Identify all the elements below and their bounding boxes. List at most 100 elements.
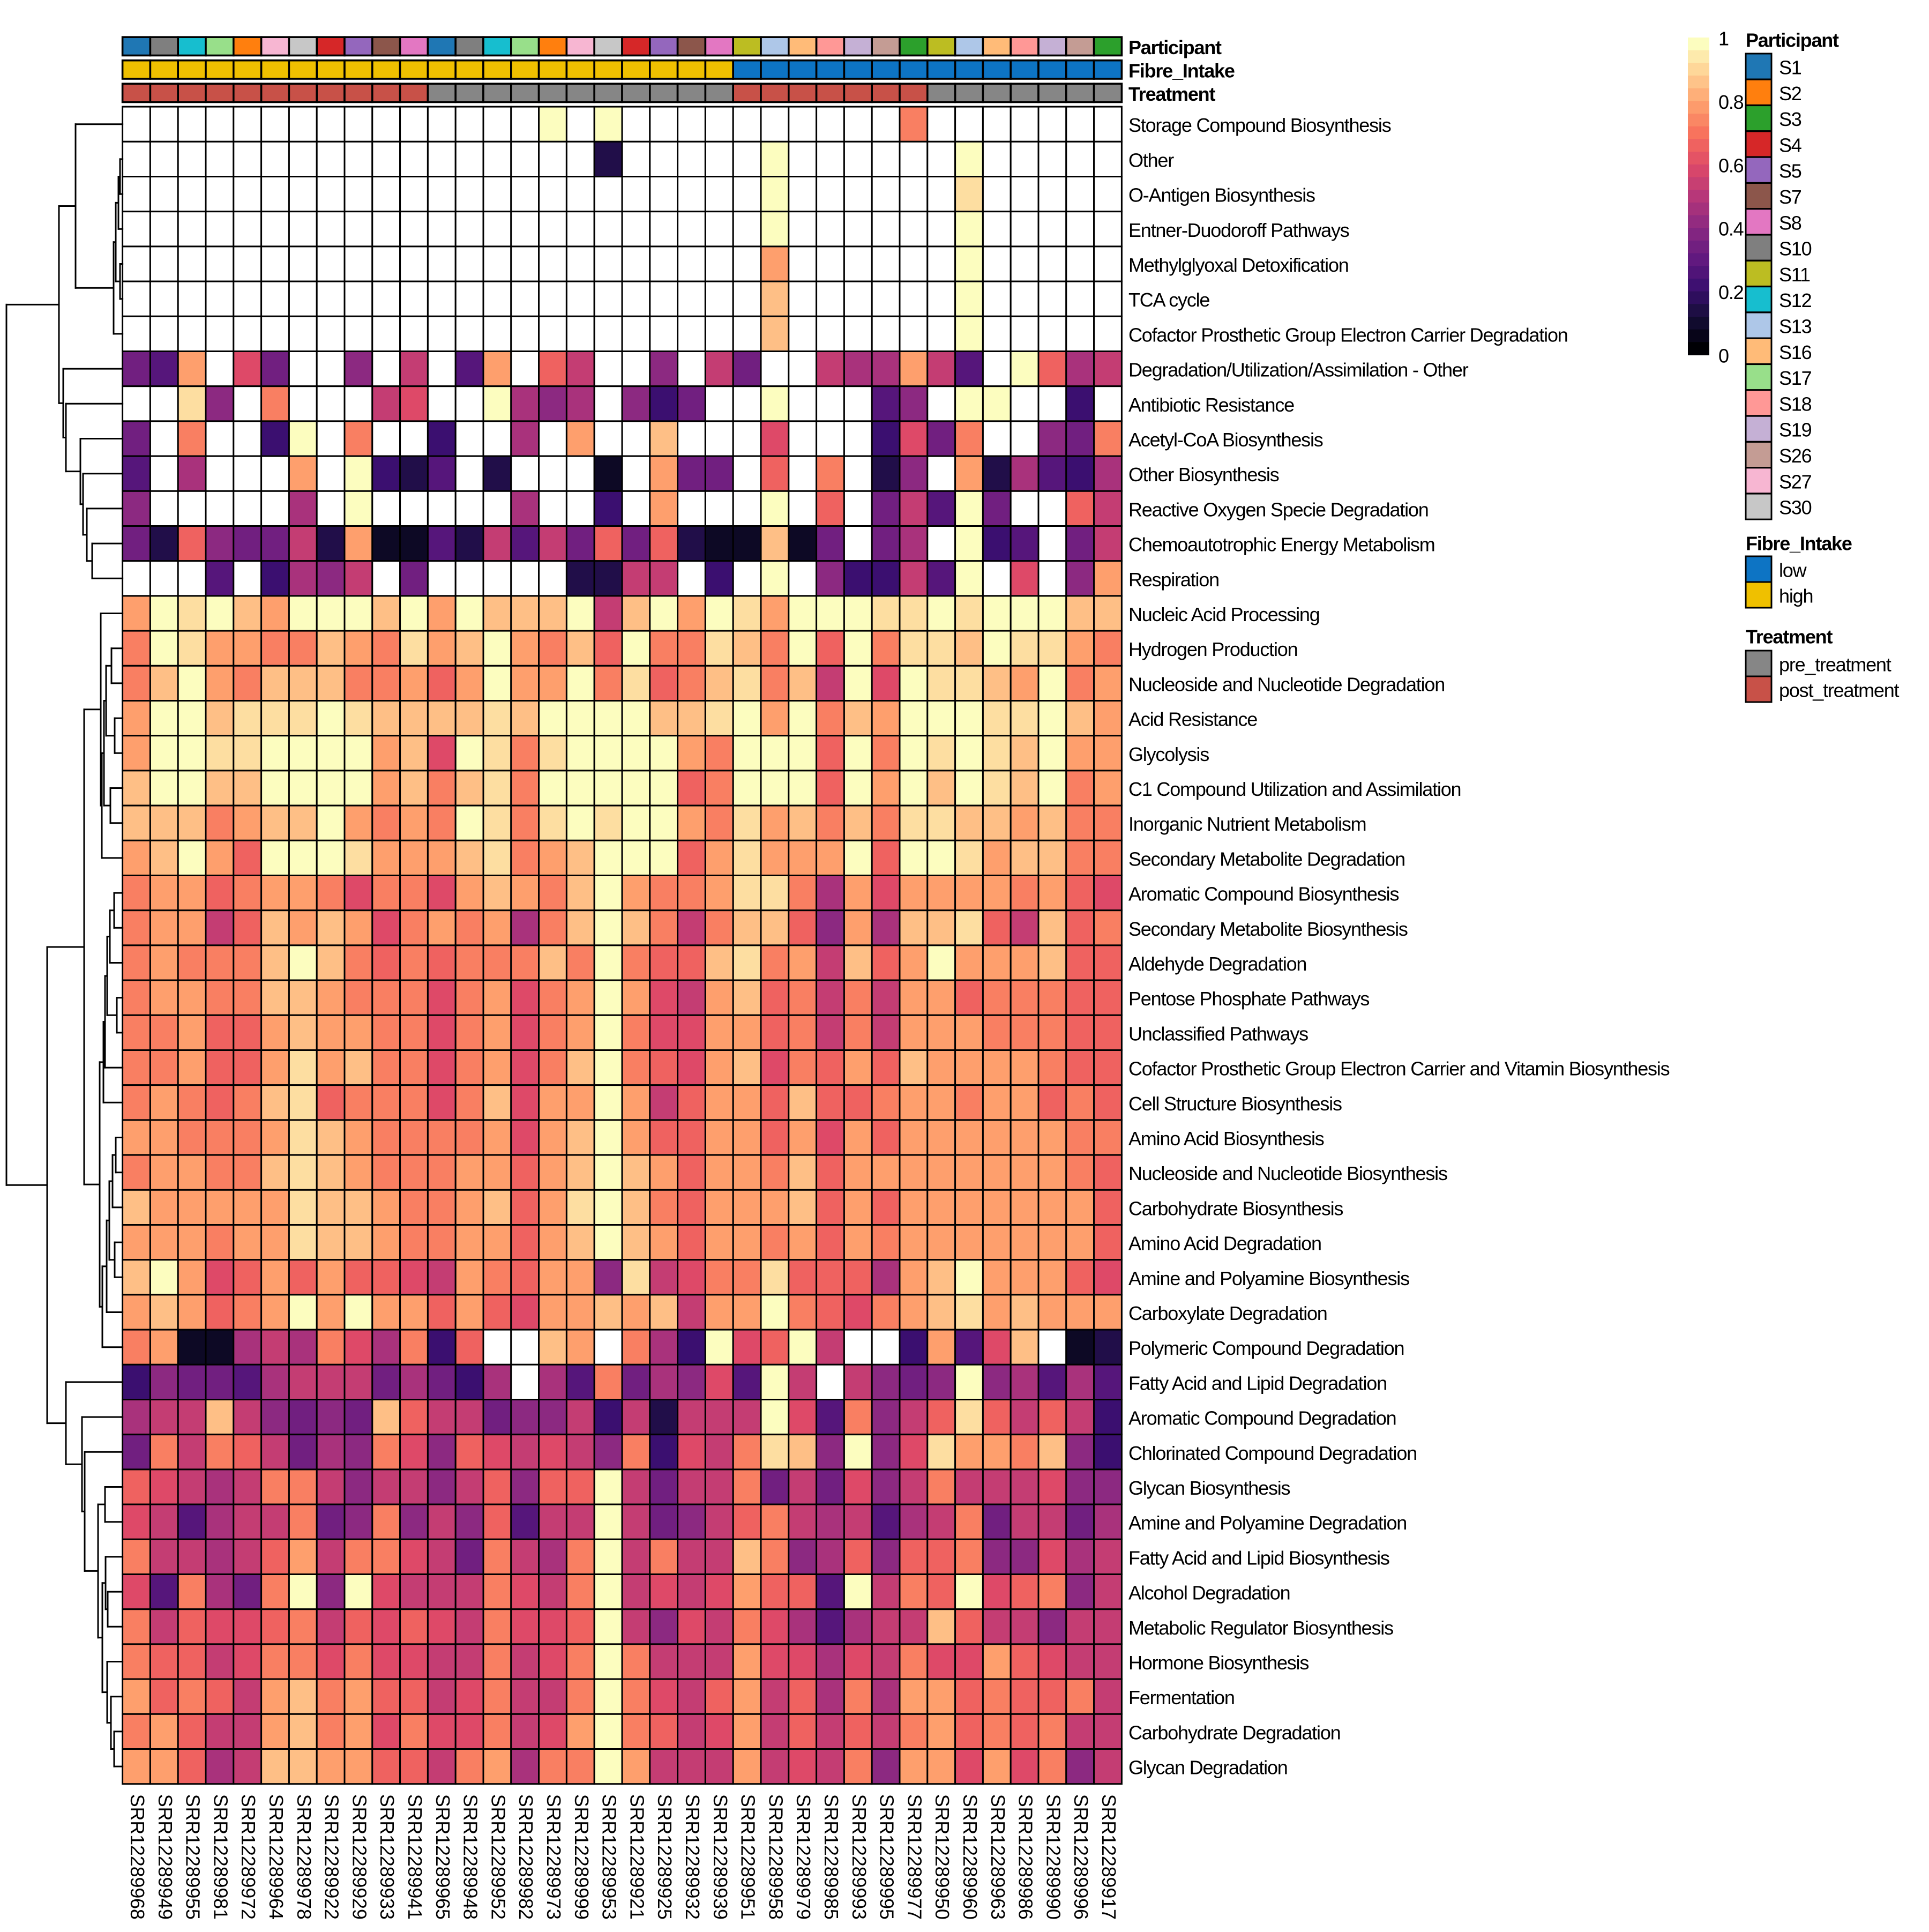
- svg-text:high: high: [1779, 585, 1813, 607]
- svg-text:Hormone Biosynthesis: Hormone Biosynthesis: [1128, 1652, 1309, 1674]
- svg-text:Reactive Oxygen Specie Degrada: Reactive Oxygen Specie Degradation: [1128, 498, 1429, 520]
- svg-text:Fatty Acid and Lipid Biosynthe: Fatty Acid and Lipid Biosynthesis: [1128, 1547, 1389, 1569]
- svg-text:S27: S27: [1779, 471, 1812, 493]
- svg-text:SRR12289979: SRR12289979: [792, 1794, 814, 1920]
- svg-text:SRR12289951: SRR12289951: [737, 1794, 759, 1920]
- svg-text:SRR12289921: SRR12289921: [626, 1794, 648, 1920]
- svg-text:Carbohydrate Biosynthesis: Carbohydrate Biosynthesis: [1128, 1197, 1343, 1219]
- svg-text:S26: S26: [1779, 445, 1812, 467]
- svg-text:Aromatic Compound Biosynthesis: Aromatic Compound Biosynthesis: [1128, 883, 1399, 905]
- svg-text:S4: S4: [1779, 134, 1801, 156]
- svg-text:SRR12289985: SRR12289985: [820, 1794, 842, 1920]
- svg-text:Glycan Biosynthesis: Glycan Biosynthesis: [1128, 1477, 1290, 1499]
- svg-text:SRR12289932: SRR12289932: [682, 1794, 704, 1920]
- svg-text:Cofactor Prosthetic Group Elec: Cofactor Prosthetic Group Electron Carri…: [1128, 324, 1568, 346]
- svg-text:Acetyl-CoA Biosynthesis: Acetyl-CoA Biosynthesis: [1128, 429, 1323, 451]
- svg-text:Amine and Polyamine Biosynthes: Amine and Polyamine Biosynthesis: [1128, 1267, 1409, 1289]
- svg-text:SRR12289972: SRR12289972: [237, 1794, 259, 1920]
- svg-text:Carboxylate Degradation: Carboxylate Degradation: [1128, 1302, 1327, 1324]
- svg-text:0.2: 0.2: [1718, 281, 1744, 303]
- svg-text:0.4: 0.4: [1718, 218, 1744, 240]
- svg-text:Inorganic Nutrient Metabolism: Inorganic Nutrient Metabolism: [1128, 813, 1366, 835]
- svg-text:SRR12289952: SRR12289952: [487, 1794, 509, 1920]
- svg-text:Polymeric Compound Degradation: Polymeric Compound Degradation: [1128, 1337, 1404, 1359]
- svg-text:S8: S8: [1779, 212, 1801, 234]
- svg-text:S2: S2: [1779, 83, 1801, 105]
- svg-text:post_treatment: post_treatment: [1779, 680, 1900, 702]
- svg-text:Chemoautotrophic Energy Metabo: Chemoautotrophic Energy Metabolism: [1128, 534, 1435, 556]
- svg-text:SRR12289986: SRR12289986: [1015, 1794, 1037, 1920]
- svg-text:Amino Acid Biosynthesis: Amino Acid Biosynthesis: [1128, 1128, 1324, 1150]
- svg-text:Entner-Duodoroff Pathways: Entner-Duodoroff Pathways: [1128, 219, 1349, 241]
- svg-text:Treatment: Treatment: [1128, 83, 1215, 105]
- svg-text:Amine and Polyamine Degradatio: Amine and Polyamine Degradation: [1128, 1512, 1407, 1534]
- svg-text:SRR12289964: SRR12289964: [265, 1794, 287, 1920]
- svg-text:Secondary Metabolite Degradati: Secondary Metabolite Degradation: [1128, 848, 1405, 870]
- svg-text:Fibre_Intake: Fibre_Intake: [1746, 533, 1852, 555]
- svg-text:SRR12289990: SRR12289990: [1042, 1794, 1064, 1920]
- svg-text:Fermentation: Fermentation: [1128, 1687, 1235, 1709]
- svg-text:0.6: 0.6: [1718, 154, 1744, 176]
- svg-text:SRR12289995: SRR12289995: [876, 1794, 898, 1920]
- svg-text:SRR12289968: SRR12289968: [126, 1794, 148, 1920]
- svg-text:SRR12289981: SRR12289981: [210, 1794, 231, 1920]
- svg-text:SRR12289955: SRR12289955: [182, 1794, 204, 1920]
- svg-text:low: low: [1779, 560, 1807, 581]
- svg-text:Alcohol Degradation: Alcohol Degradation: [1128, 1582, 1290, 1604]
- svg-text:Nucleoside and Nucleotide Degr: Nucleoside and Nucleotide Degradation: [1128, 673, 1445, 695]
- svg-text:Amino Acid Degradation: Amino Acid Degradation: [1128, 1233, 1321, 1255]
- svg-text:S3: S3: [1779, 108, 1801, 130]
- svg-text:C1 Compound Utilization and As: C1 Compound Utilization and Assimilation: [1128, 778, 1461, 800]
- svg-text:Secondary Metabolite Biosynthe: Secondary Metabolite Biosynthesis: [1128, 918, 1408, 940]
- svg-text:Glycan Degradation: Glycan Degradation: [1128, 1757, 1288, 1779]
- svg-text:S5: S5: [1779, 160, 1801, 182]
- svg-text:Fibre_Intake: Fibre_Intake: [1128, 59, 1235, 81]
- svg-text:Fatty Acid and Lipid Degradati: Fatty Acid and Lipid Degradation: [1128, 1372, 1387, 1394]
- svg-text:S19: S19: [1779, 419, 1812, 441]
- svg-text:Chlorinated Compound Degradati: Chlorinated Compound Degradation: [1128, 1442, 1417, 1464]
- svg-text:SRR12289939: SRR12289939: [709, 1794, 731, 1920]
- svg-text:S18: S18: [1779, 393, 1812, 415]
- svg-text:S1: S1: [1779, 57, 1801, 79]
- svg-text:Carbohydrate Degradation: Carbohydrate Degradation: [1128, 1721, 1340, 1743]
- svg-text:0: 0: [1718, 345, 1729, 367]
- svg-text:SRR12289949: SRR12289949: [154, 1794, 176, 1920]
- svg-text:SRR12289963: SRR12289963: [987, 1794, 1009, 1920]
- svg-text:SRR12289965: SRR12289965: [432, 1794, 454, 1920]
- svg-text:SRR12289950: SRR12289950: [931, 1794, 953, 1920]
- svg-text:Hydrogen Production: Hydrogen Production: [1128, 638, 1297, 660]
- svg-text:Other: Other: [1128, 149, 1174, 171]
- svg-text:SRR12289941: SRR12289941: [404, 1794, 426, 1920]
- svg-text:SRR12289960: SRR12289960: [959, 1794, 981, 1920]
- svg-text:Pentose Phosphate Pathways: Pentose Phosphate Pathways: [1128, 988, 1369, 1010]
- svg-text:SRR12289948: SRR12289948: [460, 1794, 482, 1920]
- svg-text:Cofactor Prosthetic Group Elec: Cofactor Prosthetic Group Electron Carri…: [1128, 1058, 1670, 1080]
- svg-text:S10: S10: [1779, 238, 1812, 260]
- svg-text:SRR12289993: SRR12289993: [848, 1794, 870, 1920]
- svg-text:SRR12289999: SRR12289999: [571, 1794, 593, 1920]
- svg-text:SRR12289917: SRR12289917: [1098, 1794, 1120, 1920]
- svg-text:O-Antigen Biosynthesis: O-Antigen Biosynthesis: [1128, 184, 1315, 206]
- svg-text:Respiration: Respiration: [1128, 569, 1219, 591]
- svg-text:S17: S17: [1779, 367, 1812, 389]
- svg-text:SRR12289978: SRR12289978: [293, 1794, 315, 1920]
- svg-text:Acid Resistance: Acid Resistance: [1128, 708, 1257, 730]
- svg-text:S16: S16: [1779, 341, 1812, 363]
- svg-text:SRR12289982: SRR12289982: [515, 1794, 537, 1920]
- svg-text:S30: S30: [1779, 497, 1812, 519]
- svg-text:Aldehyde Degradation: Aldehyde Degradation: [1128, 953, 1306, 975]
- svg-text:Nucleoside and Nucleotide Bios: Nucleoside and Nucleotide Biosynthesis: [1128, 1162, 1447, 1184]
- svg-text:SRR12289929: SRR12289929: [348, 1794, 370, 1920]
- svg-text:Participant: Participant: [1746, 29, 1839, 51]
- svg-text:S12: S12: [1779, 289, 1812, 311]
- svg-text:Participant: Participant: [1128, 36, 1222, 58]
- svg-text:1: 1: [1718, 28, 1729, 50]
- svg-text:SRR12289996: SRR12289996: [1070, 1794, 1092, 1920]
- svg-text:SRR12289925: SRR12289925: [654, 1794, 676, 1920]
- svg-text:Antibiotic Resistance: Antibiotic Resistance: [1128, 394, 1294, 416]
- svg-text:SRR12289933: SRR12289933: [376, 1794, 398, 1920]
- svg-text:SRR12289922: SRR12289922: [321, 1794, 343, 1920]
- svg-text:SRR12289958: SRR12289958: [765, 1794, 787, 1920]
- svg-text:Aromatic Compound Degradation: Aromatic Compound Degradation: [1128, 1407, 1396, 1429]
- svg-text:S11: S11: [1779, 264, 1810, 286]
